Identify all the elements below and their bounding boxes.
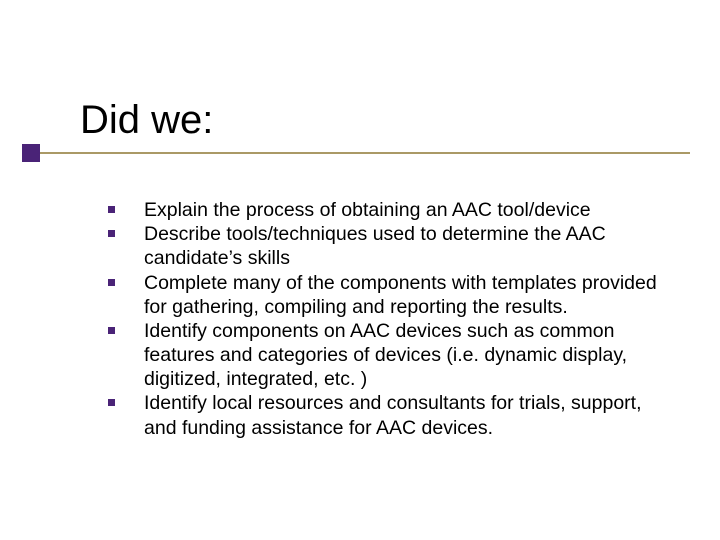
bullet-text: Describe tools/techniques used to determ…: [144, 223, 606, 269]
slide-title: Did we:: [80, 98, 680, 142]
list-item: Complete many of the components with tem…: [108, 271, 670, 319]
slide: Did we: Explain the process of obtaining…: [0, 0, 720, 540]
accent-line: [30, 152, 690, 154]
bullet-icon: [108, 327, 115, 334]
list-item: Identify local resources and consultants…: [108, 391, 670, 439]
bullet-text: Identify components on AAC devices such …: [144, 320, 627, 390]
bullet-text: Identify local resources and consultants…: [144, 392, 642, 438]
list-item: Identify components on AAC devices such …: [108, 319, 670, 392]
bullet-icon: [108, 279, 115, 286]
bullet-text: Complete many of the components with tem…: [144, 272, 657, 318]
bullet-list: Explain the process of obtaining an AAC …: [108, 198, 670, 440]
title-region: Did we:: [80, 98, 680, 142]
bullet-icon: [108, 399, 115, 406]
bullet-icon: [108, 230, 115, 237]
bullet-text: Explain the process of obtaining an AAC …: [144, 199, 591, 221]
accent-square-icon: [22, 144, 40, 162]
content-region: Explain the process of obtaining an AAC …: [108, 198, 670, 440]
bullet-icon: [108, 206, 115, 213]
list-item: Describe tools/techniques used to determ…: [108, 222, 670, 270]
list-item: Explain the process of obtaining an AAC …: [108, 198, 670, 222]
